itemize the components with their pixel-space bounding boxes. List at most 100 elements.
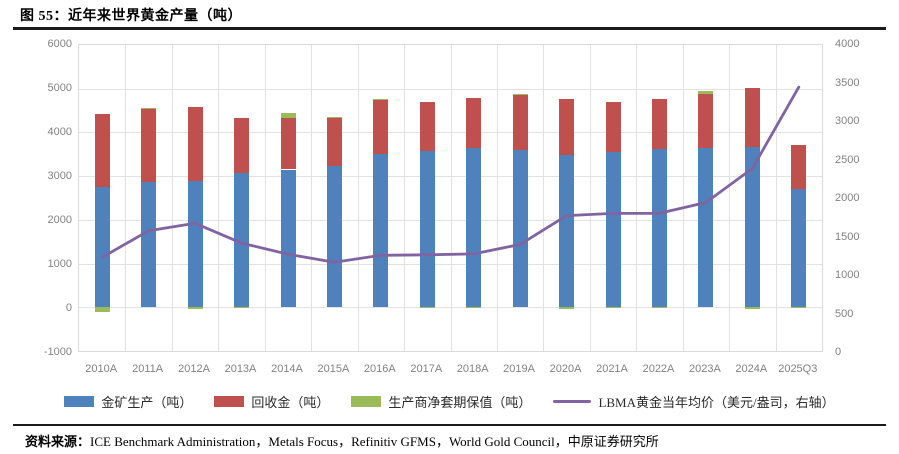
title-divider — [13, 27, 886, 30]
price-line-swatch-icon — [553, 400, 592, 403]
bar-segment-mine — [512, 150, 528, 308]
left-axis-tick: 3000 — [47, 170, 72, 182]
bar-segment-mine — [94, 187, 110, 308]
v-gridline — [543, 45, 545, 351]
bar-segment-hedging — [419, 307, 435, 309]
source-label: 资料来源： — [25, 434, 91, 449]
bar-segment-recycled — [652, 98, 667, 149]
bar-segment-mine — [466, 147, 482, 308]
legend-item-recycled: 回收金（吨） — [214, 392, 329, 411]
right-axis-tick: 3000 — [835, 115, 860, 127]
left-axis-tick: 5000 — [47, 82, 72, 94]
left-axis: 6000 5000 4000 3000 2000 1000 0 -1000 — [0, 0, 72, 400]
v-gridline — [496, 45, 498, 351]
v-gridline — [311, 45, 313, 351]
bar-segment-hedging — [744, 307, 760, 309]
bar-segment-recycled — [559, 98, 575, 156]
v-gridline — [125, 45, 127, 351]
legend: 金矿生产（吨） 回收金（吨） 生产商净套期保值（吨） LBMA黄金当年均价（美元… — [0, 392, 899, 411]
legend-item-lbma-price: LBMA黄金当年均价（美元/盎司，右轴） — [553, 392, 835, 411]
x-axis-label: 2020A — [549, 363, 582, 375]
x-axis-label: 2016A — [363, 363, 396, 375]
bar-segment-mine — [652, 148, 667, 308]
x-axis-label: 2014A — [271, 363, 303, 375]
bar-segment-recycled — [234, 117, 249, 173]
mine-swatch-icon — [64, 396, 95, 407]
right-axis: 4000 3500 3000 2500 2000 1500 1000 500 0 — [835, 0, 895, 400]
bar-segment-recycled — [280, 117, 296, 170]
left-axis-tick: 2000 — [47, 214, 72, 226]
x-axis-label: 2022A — [642, 363, 675, 375]
bar-segment-hedging — [698, 91, 714, 94]
bar-segment-mine — [744, 147, 760, 308]
bar-segment-recycled — [512, 94, 528, 151]
x-axis-label: 2019A — [503, 363, 535, 375]
bar-segment-hedging — [466, 307, 482, 308]
v-gridline — [729, 45, 731, 351]
right-axis-tick: 0 — [835, 346, 842, 358]
x-axis-label: 2025Q3 — [778, 363, 818, 375]
v-gridline — [357, 45, 359, 351]
bar-segment-hedging — [187, 307, 203, 310]
bar-segment-recycled — [605, 102, 621, 152]
bar-segment-mine — [326, 166, 342, 308]
x-axis: 2010A 2011A 2012A 2013A 2014A 2015A 2016A 2017A… — [78, 362, 823, 378]
bar-segment-hedging — [280, 113, 296, 118]
bar-segment-hedging — [141, 108, 157, 109]
bar-segment-mine — [605, 151, 621, 308]
bar-segment-mine — [559, 155, 575, 308]
bar-segment-hedging — [373, 98, 389, 100]
lbma-price-line — [100, 85, 801, 264]
bar-segment-hedging — [94, 307, 110, 313]
x-axis-label: 2017A — [410, 363, 443, 375]
left-axis-tick: -1000 — [43, 346, 72, 358]
plot-area — [78, 44, 823, 352]
legend-label-hedging: 生产商净套期保值（吨） — [388, 395, 532, 410]
x-axis-label: 2023A — [688, 363, 721, 375]
bar-segment-mine — [234, 172, 249, 308]
bar-segment-hedging — [326, 116, 342, 118]
bar-segment-hedging — [605, 307, 621, 309]
right-axis-tick: 1500 — [835, 230, 860, 243]
bar-segment-recycled — [791, 145, 807, 190]
bar-segment-recycled — [419, 102, 435, 151]
bar-segment-mine — [141, 181, 157, 308]
bar-segment-mine — [698, 148, 714, 308]
v-gridline — [636, 45, 638, 351]
legend-label-recycled: 回收金（吨） — [251, 395, 330, 410]
bar-segment-hedging — [559, 307, 575, 309]
bar-segment-mine — [373, 153, 389, 308]
bar-segment-recycled — [326, 117, 342, 167]
bar-segment-hedging — [234, 307, 249, 309]
bar-segment-recycled — [466, 98, 482, 148]
v-gridline — [775, 45, 777, 351]
recycled-swatch-icon — [214, 396, 245, 407]
x-axis-label: 2012A — [178, 363, 210, 375]
source-text: ICE Benchmark Administration，Metals Focu… — [90, 434, 659, 449]
x-axis-label: 2010A — [85, 363, 118, 375]
left-axis-tick: 4000 — [47, 126, 72, 138]
x-axis-label: 2021A — [596, 363, 628, 375]
x-axis-label: 2015A — [317, 363, 350, 375]
bar-segment-mine — [187, 181, 203, 308]
bar-segment-mine — [791, 189, 807, 308]
bar-segment-recycled — [698, 93, 714, 148]
bar-segment-mine — [419, 150, 435, 308]
legend-item-hedging: 生产商净套期保值（吨） — [351, 392, 531, 411]
bar-segment-recycled — [373, 100, 389, 154]
right-axis-tick: 4000 — [835, 38, 860, 50]
left-axis-tick: 0 — [65, 302, 72, 314]
bar-segment-recycled — [94, 113, 110, 188]
legend-item-mine: 金矿生产（吨） — [64, 392, 192, 411]
right-axis-tick: 2000 — [835, 192, 860, 204]
legend-label-mine: 金矿生产（吨） — [101, 395, 193, 410]
legend-label-lbma-price: LBMA黄金当年均价（美元/盎司，右轴） — [598, 395, 835, 410]
left-axis-tick: 6000 — [47, 38, 72, 50]
v-gridline — [589, 45, 591, 351]
footer-divider — [13, 424, 886, 426]
left-axis-tick: 1000 — [47, 258, 72, 270]
x-axis-label: 2013A — [224, 363, 257, 375]
right-axis-tick: 500 — [835, 307, 854, 320]
x-axis-label: 2024A — [735, 363, 768, 375]
